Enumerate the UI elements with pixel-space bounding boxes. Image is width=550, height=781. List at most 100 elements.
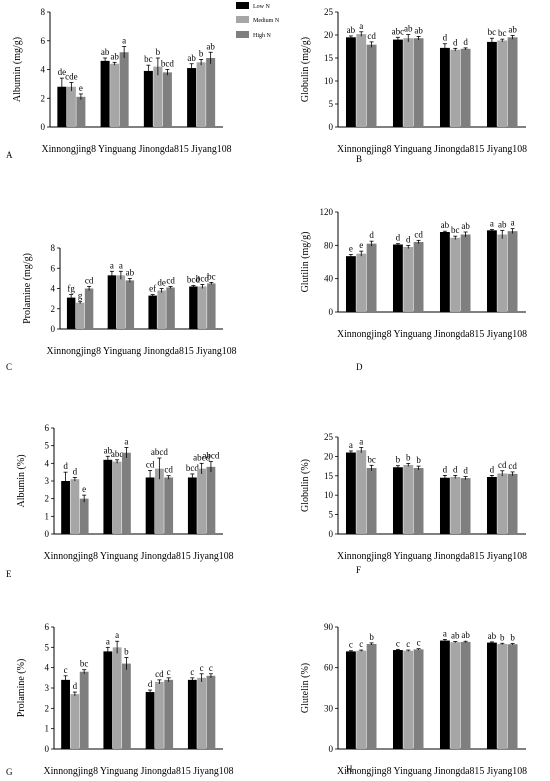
significance-label: d	[396, 233, 401, 243]
y-tick-label: 1	[45, 724, 50, 734]
bar-high-n	[166, 287, 175, 329]
y-axis-title: Globulin (mg/g)	[300, 37, 311, 102]
y-tick-label: 40	[324, 274, 334, 284]
significance-label: a	[119, 260, 123, 270]
significance-label: c	[406, 639, 410, 649]
significance-label: cd	[155, 669, 164, 679]
panel-letter: E	[6, 569, 12, 579]
significance-label: cd	[166, 275, 175, 285]
bar-medium-n	[356, 34, 367, 127]
panel-letter: H	[346, 764, 353, 774]
bar-low-n	[145, 477, 155, 534]
y-tick-label: 2	[41, 93, 46, 103]
y-tick-label: 5	[45, 642, 50, 652]
bar-low-n	[345, 256, 356, 312]
significance-label: b	[500, 632, 505, 642]
significance-label: ab	[441, 220, 450, 230]
x-category-labels: Xinnongjing8 Yinguang Jinongda815 Jiyang…	[337, 329, 527, 340]
panel-letter: F	[356, 565, 361, 575]
bar-low-n	[392, 467, 403, 534]
y-tick-label: 30	[324, 703, 334, 713]
significance-label: e	[349, 244, 353, 254]
y-tick-label: 5	[45, 441, 50, 451]
bar-medium-n	[403, 38, 414, 127]
bar-high-n	[79, 498, 89, 534]
legend: Low N Medium N High N	[236, 2, 280, 39]
bar-high-n	[206, 58, 216, 127]
significance-label: d	[369, 230, 374, 240]
bar-low-n	[439, 477, 450, 534]
significance-label: ab	[187, 53, 196, 63]
significance-label: d	[73, 466, 78, 476]
y-tick-label: 20	[324, 451, 334, 461]
bar-low-n	[100, 60, 110, 127]
bar-low-n	[439, 232, 450, 312]
bar-medium-n	[403, 247, 414, 312]
significance-label: ab	[404, 24, 413, 34]
y-tick-label: 4	[45, 663, 50, 673]
y-tick-label: 0	[329, 307, 334, 317]
y-tick-label: 6	[45, 622, 50, 632]
x-category-labels: Xinnongjing8 Yinguang Jinongda815 Jiyang…	[44, 551, 234, 562]
y-tick-label: 8	[41, 7, 46, 17]
bar-low-n	[61, 679, 70, 749]
y-axis-title: Globulin (%)	[300, 459, 311, 512]
bar-low-n	[392, 244, 403, 312]
bar-high-n	[366, 468, 377, 534]
significance-label: d	[453, 37, 458, 47]
significance-label: ab	[498, 219, 507, 229]
y-tick-label: 90	[324, 622, 334, 632]
bar-medium-n	[196, 62, 206, 127]
y-tick-label: 0	[45, 744, 50, 754]
legend-label: Low N	[253, 4, 270, 10]
significance-label: d	[463, 37, 468, 47]
significance-label: b	[369, 632, 374, 642]
bar-high-n	[366, 643, 377, 749]
y-tick-label: 8	[51, 243, 56, 253]
significance-label: c	[64, 665, 68, 675]
significance-label: bc	[367, 454, 376, 464]
bar-low-n	[103, 459, 113, 534]
bar-low-n	[439, 47, 450, 127]
bar-low-n	[392, 39, 403, 127]
significance-label: bc	[488, 27, 497, 37]
y-tick-label: 0	[329, 122, 334, 132]
y-tick-label: 6	[51, 263, 56, 273]
bar-low-n	[486, 476, 497, 534]
y-tick-label: 0	[329, 529, 334, 539]
significance-label: bcd	[161, 59, 174, 69]
bar-low-n	[392, 650, 403, 749]
bar-medium-n	[153, 66, 163, 127]
significance-label: de	[58, 67, 67, 77]
bar-low-n	[187, 477, 197, 534]
legend-swatch	[236, 16, 249, 23]
bar-high-n	[413, 468, 424, 534]
significance-label: e	[359, 240, 363, 250]
y-tick-label: 2	[45, 494, 50, 504]
significance-label: ab	[461, 221, 470, 231]
significance-label: de	[157, 278, 166, 288]
significance-label: fg	[67, 284, 75, 294]
bar-high-n	[460, 48, 471, 127]
bar-low-n	[345, 651, 356, 749]
y-tick-label: 6	[41, 36, 46, 46]
significance-label: cd	[85, 275, 94, 285]
significance-label: bc	[207, 271, 216, 281]
bar-low-n	[187, 68, 197, 127]
bar-medium-n	[497, 234, 508, 312]
x-category-labels: Xinnongjing8 Yinguang Jinongda815 Jiyang…	[337, 766, 527, 777]
bar-high-n	[79, 671, 89, 749]
significance-label: a	[359, 21, 363, 31]
significance-label: bc	[451, 225, 460, 235]
significance-label: c	[396, 638, 400, 648]
significance-label: b	[510, 633, 515, 643]
bar-high-n	[84, 288, 94, 329]
significance-label: abc	[392, 26, 405, 36]
bar-high-n	[206, 466, 216, 534]
bar-low-n	[187, 679, 197, 749]
significance-label: a	[124, 436, 128, 446]
significance-label: d	[490, 464, 495, 474]
